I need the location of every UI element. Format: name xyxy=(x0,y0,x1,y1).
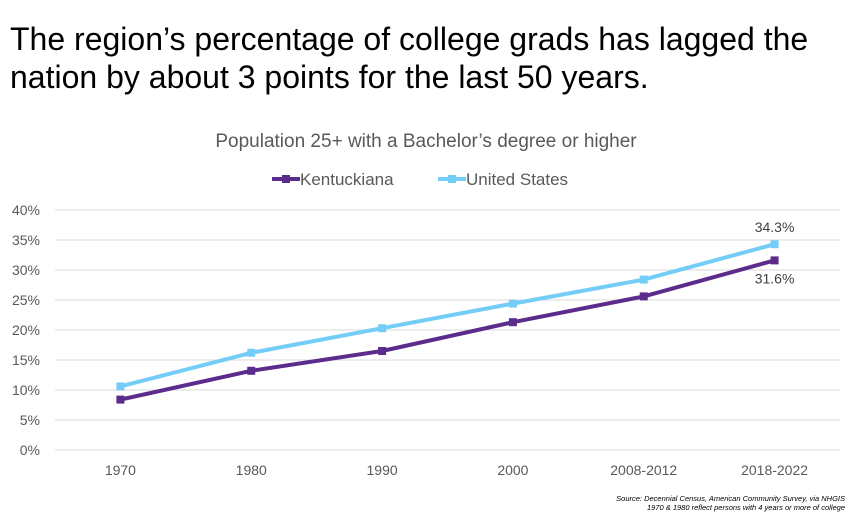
y-tick-label: 10% xyxy=(12,382,40,398)
y-axis: 0% 5% 10% 15% 20% 25% 30% 35% 40% xyxy=(12,202,40,458)
data-label: 34.3% xyxy=(755,219,795,235)
data-point xyxy=(378,347,387,355)
data-point xyxy=(508,318,517,327)
x-tick-label: 1970 xyxy=(105,462,136,478)
data-point xyxy=(508,299,517,308)
data-labels: 34.3% 31.6% xyxy=(755,219,795,286)
data-point xyxy=(116,395,125,404)
data-point xyxy=(770,240,779,249)
series-line-kentuckiana xyxy=(118,258,777,402)
y-tick-label: 40% xyxy=(12,202,40,218)
headline: The region’s percentage of college grads… xyxy=(10,21,809,95)
data-point xyxy=(116,382,125,391)
data-point xyxy=(770,256,779,265)
chart-title: Population 25+ with a Bachelor’s degree … xyxy=(215,131,637,152)
y-tick-label: 5% xyxy=(20,412,40,428)
series-group xyxy=(116,240,779,404)
grid-lines xyxy=(55,209,840,451)
x-tick-label: 2008-2012 xyxy=(610,462,677,478)
chart-legend: Kentuckiana United States xyxy=(272,170,568,189)
data-point xyxy=(247,348,256,357)
x-tick-label: 1990 xyxy=(367,462,398,478)
x-axis: 1970 1980 1990 2000 2008-2012 2018-2022 xyxy=(105,462,808,478)
data-point xyxy=(639,275,648,284)
source-line-1: Source: Decennial Census, American Commu… xyxy=(616,494,845,503)
legend-label: United States xyxy=(466,170,568,189)
data-label: 31.6% xyxy=(755,270,795,286)
data-point xyxy=(639,292,648,301)
series-line-united-states xyxy=(118,242,777,389)
y-tick-label: 20% xyxy=(12,322,40,338)
source-note: Source: Decennial Census, American Commu… xyxy=(616,494,845,512)
y-tick-label: 0% xyxy=(20,442,40,458)
data-point xyxy=(247,366,256,375)
legend-marker xyxy=(448,175,456,183)
legend-marker xyxy=(282,175,290,183)
y-tick-label: 25% xyxy=(12,292,40,308)
legend-label: Kentuckiana xyxy=(300,170,394,189)
y-tick-label: 30% xyxy=(12,262,40,278)
y-tick-label: 15% xyxy=(12,352,40,368)
x-tick-label: 2000 xyxy=(497,462,528,478)
data-point xyxy=(378,324,387,333)
y-tick-label: 35% xyxy=(12,232,40,248)
x-tick-label: 2018-2022 xyxy=(741,462,808,478)
source-line-2: 1970 & 1980 reflect persons with 4 years… xyxy=(646,503,845,512)
x-tick-label: 1980 xyxy=(236,462,267,478)
